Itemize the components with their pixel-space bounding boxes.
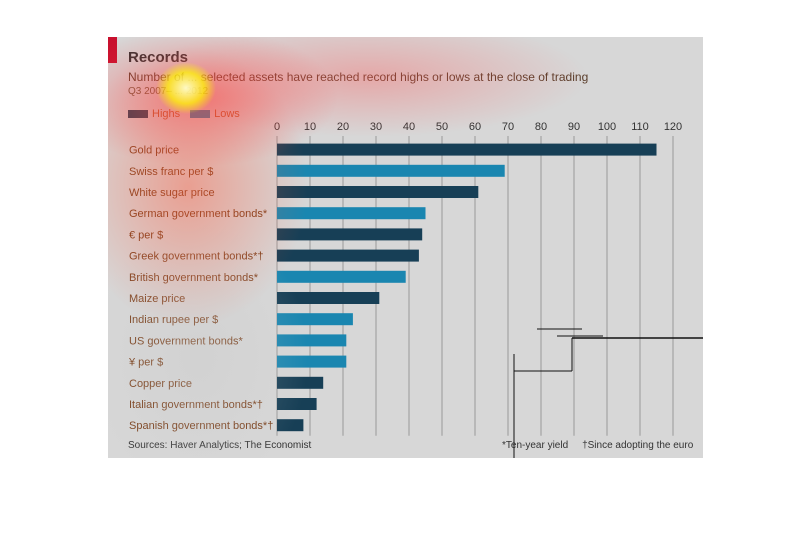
bar: [277, 143, 657, 156]
category-label: Italian government bonds*†: [129, 399, 263, 411]
bar: [277, 249, 419, 262]
category-label: German government bonds*: [129, 208, 268, 220]
bar: [277, 376, 324, 389]
footnote-euro: †Since adopting the euro: [582, 440, 694, 451]
x-tick-label: 30: [370, 121, 382, 133]
category-label: British government bonds*: [129, 272, 259, 284]
category-label: US government bonds*: [129, 335, 243, 347]
x-tick-label: 20: [337, 121, 349, 133]
bar: [277, 334, 347, 347]
x-tick-label: 10: [304, 121, 316, 133]
bar: [277, 270, 406, 283]
category-label: White sugar price: [129, 187, 215, 199]
footnotes: *Ten-year yield †Since adopting the euro: [502, 440, 693, 451]
bar: [277, 398, 317, 410]
x-tick-label: 120: [664, 121, 682, 133]
source-note: Sources: Haver Analytics; The Economist: [128, 440, 312, 451]
bar: [277, 207, 426, 220]
x-tick-label: 110: [631, 121, 649, 133]
bar: [277, 313, 353, 326]
x-tick-label: 0: [274, 121, 280, 133]
category-label: Spanish government bonds*†: [129, 420, 273, 432]
category-label: Swiss franc per $: [129, 166, 213, 178]
bar: [277, 186, 479, 198]
bar: [277, 292, 380, 304]
footnote-ten-year: *Ten-year yield: [502, 440, 569, 451]
category-label: ¥ per $: [128, 357, 163, 369]
x-tick-label: 90: [568, 121, 580, 133]
x-tick-label: 40: [403, 121, 415, 133]
x-tick-label: 60: [469, 121, 481, 133]
bar: [277, 419, 304, 432]
category-label: Gold price: [129, 145, 179, 157]
x-tick-label: 50: [436, 121, 448, 133]
category-label: Maize price: [129, 293, 185, 305]
bar: [277, 355, 347, 368]
category-label: Greek government bonds*†: [129, 251, 264, 263]
category-label: Indian rupee per $: [129, 314, 218, 326]
category-label: Copper price: [129, 378, 192, 390]
x-tick-label: 100: [598, 121, 616, 133]
x-tick-label: 70: [502, 121, 514, 133]
bar: [277, 164, 505, 177]
category-label: € per $: [129, 229, 163, 241]
bar: [277, 228, 423, 241]
x-tick-label: 80: [535, 121, 547, 133]
